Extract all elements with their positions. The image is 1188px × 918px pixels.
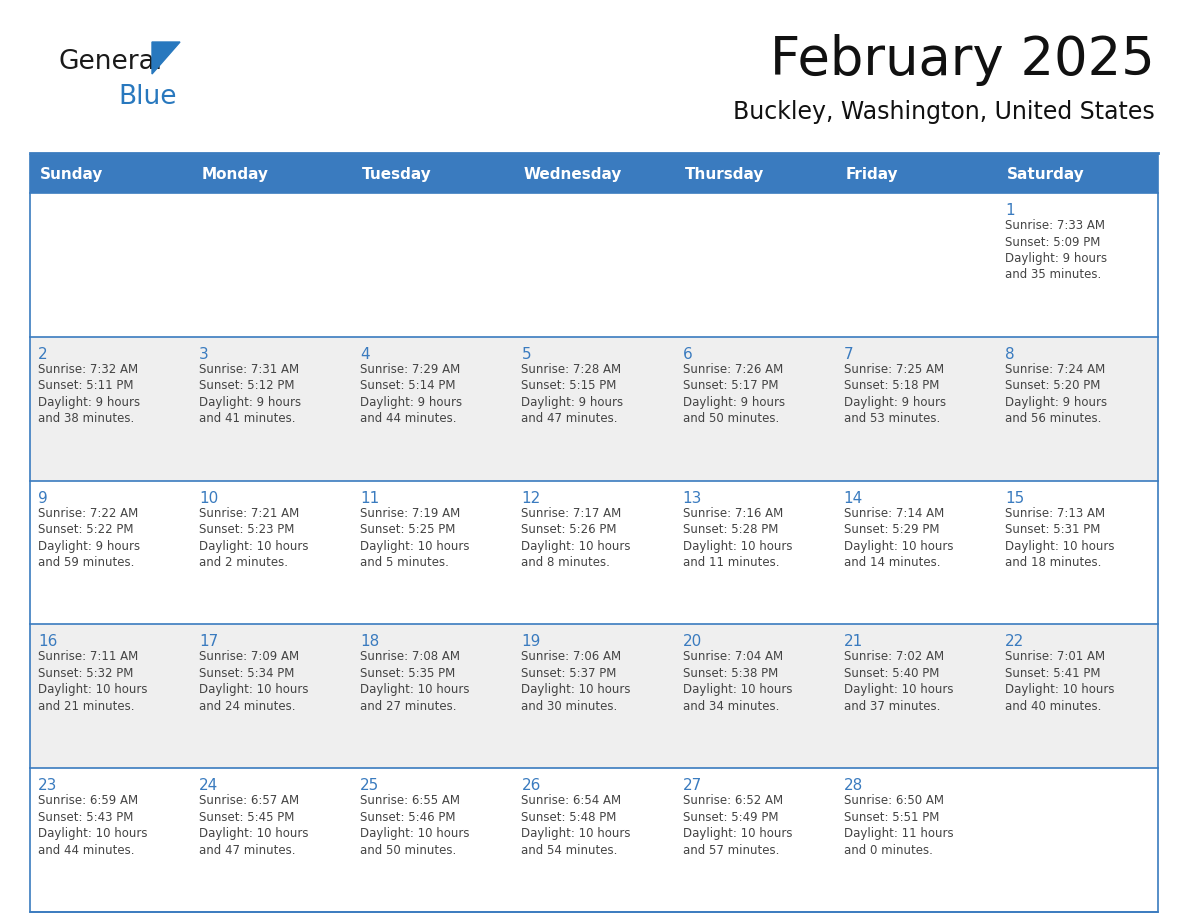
Text: 15: 15 bbox=[1005, 490, 1024, 506]
Text: Sunrise: 7:14 AM
Sunset: 5:29 PM
Daylight: 10 hours
and 14 minutes.: Sunrise: 7:14 AM Sunset: 5:29 PM Dayligh… bbox=[843, 507, 953, 569]
Text: Sunrise: 7:01 AM
Sunset: 5:41 PM
Daylight: 10 hours
and 40 minutes.: Sunrise: 7:01 AM Sunset: 5:41 PM Dayligh… bbox=[1005, 650, 1114, 713]
Text: 20: 20 bbox=[683, 634, 702, 649]
Text: 24: 24 bbox=[200, 778, 219, 793]
Text: Wednesday: Wednesday bbox=[524, 166, 621, 182]
Text: General: General bbox=[58, 49, 162, 75]
Bar bbox=[30, 624, 1158, 768]
Text: 10: 10 bbox=[200, 490, 219, 506]
Text: Sunrise: 7:29 AM
Sunset: 5:14 PM
Daylight: 9 hours
and 44 minutes.: Sunrise: 7:29 AM Sunset: 5:14 PM Dayligh… bbox=[360, 363, 462, 425]
Text: Sunrise: 7:24 AM
Sunset: 5:20 PM
Daylight: 9 hours
and 56 minutes.: Sunrise: 7:24 AM Sunset: 5:20 PM Dayligh… bbox=[1005, 363, 1107, 425]
Text: 19: 19 bbox=[522, 634, 541, 649]
Text: Sunrise: 7:21 AM
Sunset: 5:23 PM
Daylight: 10 hours
and 2 minutes.: Sunrise: 7:21 AM Sunset: 5:23 PM Dayligh… bbox=[200, 507, 309, 569]
Bar bbox=[30, 155, 1158, 912]
Text: 13: 13 bbox=[683, 490, 702, 506]
Text: Blue: Blue bbox=[118, 84, 177, 110]
Text: Sunrise: 7:11 AM
Sunset: 5:32 PM
Daylight: 10 hours
and 21 minutes.: Sunrise: 7:11 AM Sunset: 5:32 PM Dayligh… bbox=[38, 650, 147, 713]
Text: 1: 1 bbox=[1005, 203, 1015, 218]
Text: February 2025: February 2025 bbox=[770, 34, 1155, 86]
Text: Sunrise: 7:28 AM
Sunset: 5:15 PM
Daylight: 9 hours
and 47 minutes.: Sunrise: 7:28 AM Sunset: 5:15 PM Dayligh… bbox=[522, 363, 624, 425]
Text: Buckley, Washington, United States: Buckley, Washington, United States bbox=[733, 100, 1155, 124]
Text: 23: 23 bbox=[38, 778, 57, 793]
Text: Sunrise: 6:54 AM
Sunset: 5:48 PM
Daylight: 10 hours
and 54 minutes.: Sunrise: 6:54 AM Sunset: 5:48 PM Dayligh… bbox=[522, 794, 631, 856]
Text: Thursday: Thursday bbox=[684, 166, 764, 182]
Text: Tuesday: Tuesday bbox=[362, 166, 432, 182]
Text: Sunrise: 6:57 AM
Sunset: 5:45 PM
Daylight: 10 hours
and 47 minutes.: Sunrise: 6:57 AM Sunset: 5:45 PM Dayligh… bbox=[200, 794, 309, 856]
Text: 28: 28 bbox=[843, 778, 862, 793]
Text: 9: 9 bbox=[38, 490, 48, 506]
Text: Saturday: Saturday bbox=[1007, 166, 1085, 182]
Text: 11: 11 bbox=[360, 490, 379, 506]
Text: Sunrise: 6:50 AM
Sunset: 5:51 PM
Daylight: 11 hours
and 0 minutes.: Sunrise: 6:50 AM Sunset: 5:51 PM Dayligh… bbox=[843, 794, 953, 856]
Text: Sunrise: 6:59 AM
Sunset: 5:43 PM
Daylight: 10 hours
and 44 minutes.: Sunrise: 6:59 AM Sunset: 5:43 PM Dayligh… bbox=[38, 794, 147, 856]
Text: Sunrise: 7:19 AM
Sunset: 5:25 PM
Daylight: 10 hours
and 5 minutes.: Sunrise: 7:19 AM Sunset: 5:25 PM Dayligh… bbox=[360, 507, 469, 569]
Text: Sunrise: 6:55 AM
Sunset: 5:46 PM
Daylight: 10 hours
and 50 minutes.: Sunrise: 6:55 AM Sunset: 5:46 PM Dayligh… bbox=[360, 794, 469, 856]
Text: 4: 4 bbox=[360, 347, 369, 362]
Text: 5: 5 bbox=[522, 347, 531, 362]
Bar bbox=[30, 481, 1158, 624]
Bar bbox=[30, 155, 1158, 193]
Text: 16: 16 bbox=[38, 634, 57, 649]
Bar bbox=[30, 337, 1158, 481]
Text: 7: 7 bbox=[843, 347, 853, 362]
Text: Sunrise: 6:52 AM
Sunset: 5:49 PM
Daylight: 10 hours
and 57 minutes.: Sunrise: 6:52 AM Sunset: 5:49 PM Dayligh… bbox=[683, 794, 792, 856]
Text: 18: 18 bbox=[360, 634, 379, 649]
Text: 25: 25 bbox=[360, 778, 379, 793]
Text: 27: 27 bbox=[683, 778, 702, 793]
Text: Sunrise: 7:06 AM
Sunset: 5:37 PM
Daylight: 10 hours
and 30 minutes.: Sunrise: 7:06 AM Sunset: 5:37 PM Dayligh… bbox=[522, 650, 631, 713]
Text: Sunrise: 7:33 AM
Sunset: 5:09 PM
Daylight: 9 hours
and 35 minutes.: Sunrise: 7:33 AM Sunset: 5:09 PM Dayligh… bbox=[1005, 219, 1107, 282]
Text: Sunrise: 7:04 AM
Sunset: 5:38 PM
Daylight: 10 hours
and 34 minutes.: Sunrise: 7:04 AM Sunset: 5:38 PM Dayligh… bbox=[683, 650, 792, 713]
Bar bbox=[30, 768, 1158, 912]
Text: 22: 22 bbox=[1005, 634, 1024, 649]
Text: 14: 14 bbox=[843, 490, 862, 506]
Text: 21: 21 bbox=[843, 634, 862, 649]
Text: Sunrise: 7:25 AM
Sunset: 5:18 PM
Daylight: 9 hours
and 53 minutes.: Sunrise: 7:25 AM Sunset: 5:18 PM Dayligh… bbox=[843, 363, 946, 425]
Text: 3: 3 bbox=[200, 347, 209, 362]
Text: Sunrise: 7:16 AM
Sunset: 5:28 PM
Daylight: 10 hours
and 11 minutes.: Sunrise: 7:16 AM Sunset: 5:28 PM Dayligh… bbox=[683, 507, 792, 569]
Text: Sunrise: 7:13 AM
Sunset: 5:31 PM
Daylight: 10 hours
and 18 minutes.: Sunrise: 7:13 AM Sunset: 5:31 PM Dayligh… bbox=[1005, 507, 1114, 569]
Text: 17: 17 bbox=[200, 634, 219, 649]
Text: 26: 26 bbox=[522, 778, 541, 793]
Text: Friday: Friday bbox=[846, 166, 898, 182]
Text: Sunrise: 7:31 AM
Sunset: 5:12 PM
Daylight: 9 hours
and 41 minutes.: Sunrise: 7:31 AM Sunset: 5:12 PM Dayligh… bbox=[200, 363, 302, 425]
Text: Sunrise: 7:17 AM
Sunset: 5:26 PM
Daylight: 10 hours
and 8 minutes.: Sunrise: 7:17 AM Sunset: 5:26 PM Dayligh… bbox=[522, 507, 631, 569]
Text: Sunrise: 7:09 AM
Sunset: 5:34 PM
Daylight: 10 hours
and 24 minutes.: Sunrise: 7:09 AM Sunset: 5:34 PM Dayligh… bbox=[200, 650, 309, 713]
Text: Sunday: Sunday bbox=[40, 166, 103, 182]
Text: 8: 8 bbox=[1005, 347, 1015, 362]
Text: Sunrise: 7:02 AM
Sunset: 5:40 PM
Daylight: 10 hours
and 37 minutes.: Sunrise: 7:02 AM Sunset: 5:40 PM Dayligh… bbox=[843, 650, 953, 713]
Text: Monday: Monday bbox=[201, 166, 268, 182]
Text: 2: 2 bbox=[38, 347, 48, 362]
Bar bbox=[30, 193, 1158, 337]
Text: Sunrise: 7:08 AM
Sunset: 5:35 PM
Daylight: 10 hours
and 27 minutes.: Sunrise: 7:08 AM Sunset: 5:35 PM Dayligh… bbox=[360, 650, 469, 713]
Text: Sunrise: 7:26 AM
Sunset: 5:17 PM
Daylight: 9 hours
and 50 minutes.: Sunrise: 7:26 AM Sunset: 5:17 PM Dayligh… bbox=[683, 363, 785, 425]
Text: Sunrise: 7:22 AM
Sunset: 5:22 PM
Daylight: 9 hours
and 59 minutes.: Sunrise: 7:22 AM Sunset: 5:22 PM Dayligh… bbox=[38, 507, 140, 569]
Text: 6: 6 bbox=[683, 347, 693, 362]
Polygon shape bbox=[152, 42, 181, 74]
Text: 12: 12 bbox=[522, 490, 541, 506]
Text: Sunrise: 7:32 AM
Sunset: 5:11 PM
Daylight: 9 hours
and 38 minutes.: Sunrise: 7:32 AM Sunset: 5:11 PM Dayligh… bbox=[38, 363, 140, 425]
